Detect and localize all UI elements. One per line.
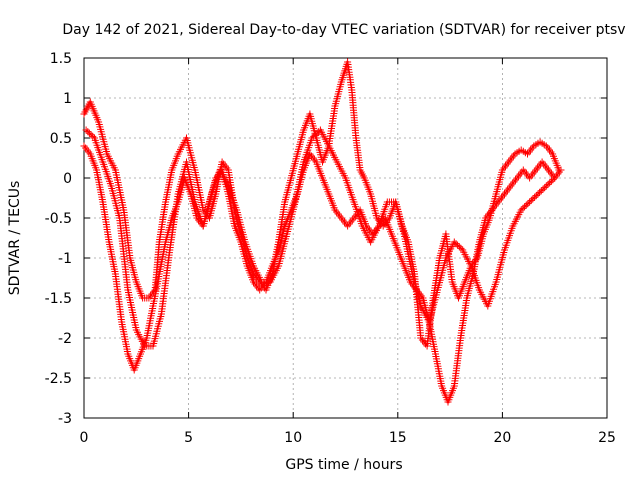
y-tick-label: 1 xyxy=(63,91,72,107)
series-track-c xyxy=(82,126,559,350)
y-tick-label: 0 xyxy=(63,171,72,187)
x-tick-label: 25 xyxy=(598,430,616,446)
data-point-marker xyxy=(308,134,316,142)
y-tick-label: -0.5 xyxy=(45,211,72,227)
data-point-marker xyxy=(454,241,462,249)
data-point-marker xyxy=(89,132,97,140)
data-point-marker xyxy=(544,180,552,188)
chart-title: Day 142 of 2021, Sidereal Day-to-day VTE… xyxy=(62,22,625,38)
data-series xyxy=(80,58,565,406)
data-point-marker xyxy=(457,244,465,252)
data-point-marker xyxy=(531,193,539,201)
data-point-marker xyxy=(450,238,458,246)
data-point-marker xyxy=(517,206,525,214)
y-tick-label: -3 xyxy=(58,411,72,427)
y-tick-label: -2 xyxy=(58,331,72,347)
x-axis-label: GPS time / hours xyxy=(285,457,402,473)
data-point-marker xyxy=(529,195,537,203)
data-point-marker xyxy=(521,203,529,211)
data-point-marker xyxy=(519,204,527,212)
data-point-marker xyxy=(452,240,460,248)
data-point-marker xyxy=(522,201,530,209)
data-point-marker xyxy=(315,128,323,136)
data-point-marker xyxy=(527,196,535,204)
data-point-marker xyxy=(82,126,90,134)
y-axis-label: SDTVAR / TECUs xyxy=(7,181,23,296)
data-point-marker xyxy=(537,187,545,195)
data-point-marker xyxy=(536,188,544,196)
y-tick-label: -1.5 xyxy=(45,291,72,307)
data-point-marker xyxy=(311,131,319,139)
data-point-marker xyxy=(455,243,463,251)
data-point-marker xyxy=(542,182,550,190)
x-tick-label: 0 xyxy=(80,430,89,446)
data-point-marker xyxy=(549,176,557,184)
data-point-marker xyxy=(310,132,318,140)
data-point-marker xyxy=(547,177,555,185)
data-point-marker xyxy=(541,184,549,192)
data-point-marker xyxy=(524,200,532,208)
data-point-marker xyxy=(539,185,547,193)
data-point-marker xyxy=(313,129,321,137)
x-tick-label: 10 xyxy=(284,430,302,446)
x-tick-label: 5 xyxy=(184,430,193,446)
data-point-marker xyxy=(85,129,93,137)
axis-ticks: 0 5 10 15 20 25 1.5 1 0.5 0 -0.5 -1 -1.5 -2 -2.5 -3 xyxy=(45,51,616,446)
x-tick-label: 20 xyxy=(493,430,511,446)
x-tick-label: 15 xyxy=(389,430,407,446)
data-point-marker xyxy=(534,190,542,198)
data-point-marker xyxy=(84,128,92,136)
y-tick-label: 0.5 xyxy=(50,131,72,147)
grid-lines xyxy=(84,58,607,418)
y-tick-label: 1.5 xyxy=(50,51,72,67)
series-track-b xyxy=(80,142,565,406)
data-point-marker xyxy=(532,192,540,200)
plot-frame xyxy=(83,57,608,419)
data-point-marker xyxy=(557,166,565,174)
data-point-marker xyxy=(87,131,95,139)
data-point-marker xyxy=(551,174,559,182)
y-tick-label: -2.5 xyxy=(45,371,72,387)
data-point-marker xyxy=(526,198,534,206)
y-tick-label: -1 xyxy=(58,251,72,267)
data-point-marker xyxy=(546,179,554,187)
